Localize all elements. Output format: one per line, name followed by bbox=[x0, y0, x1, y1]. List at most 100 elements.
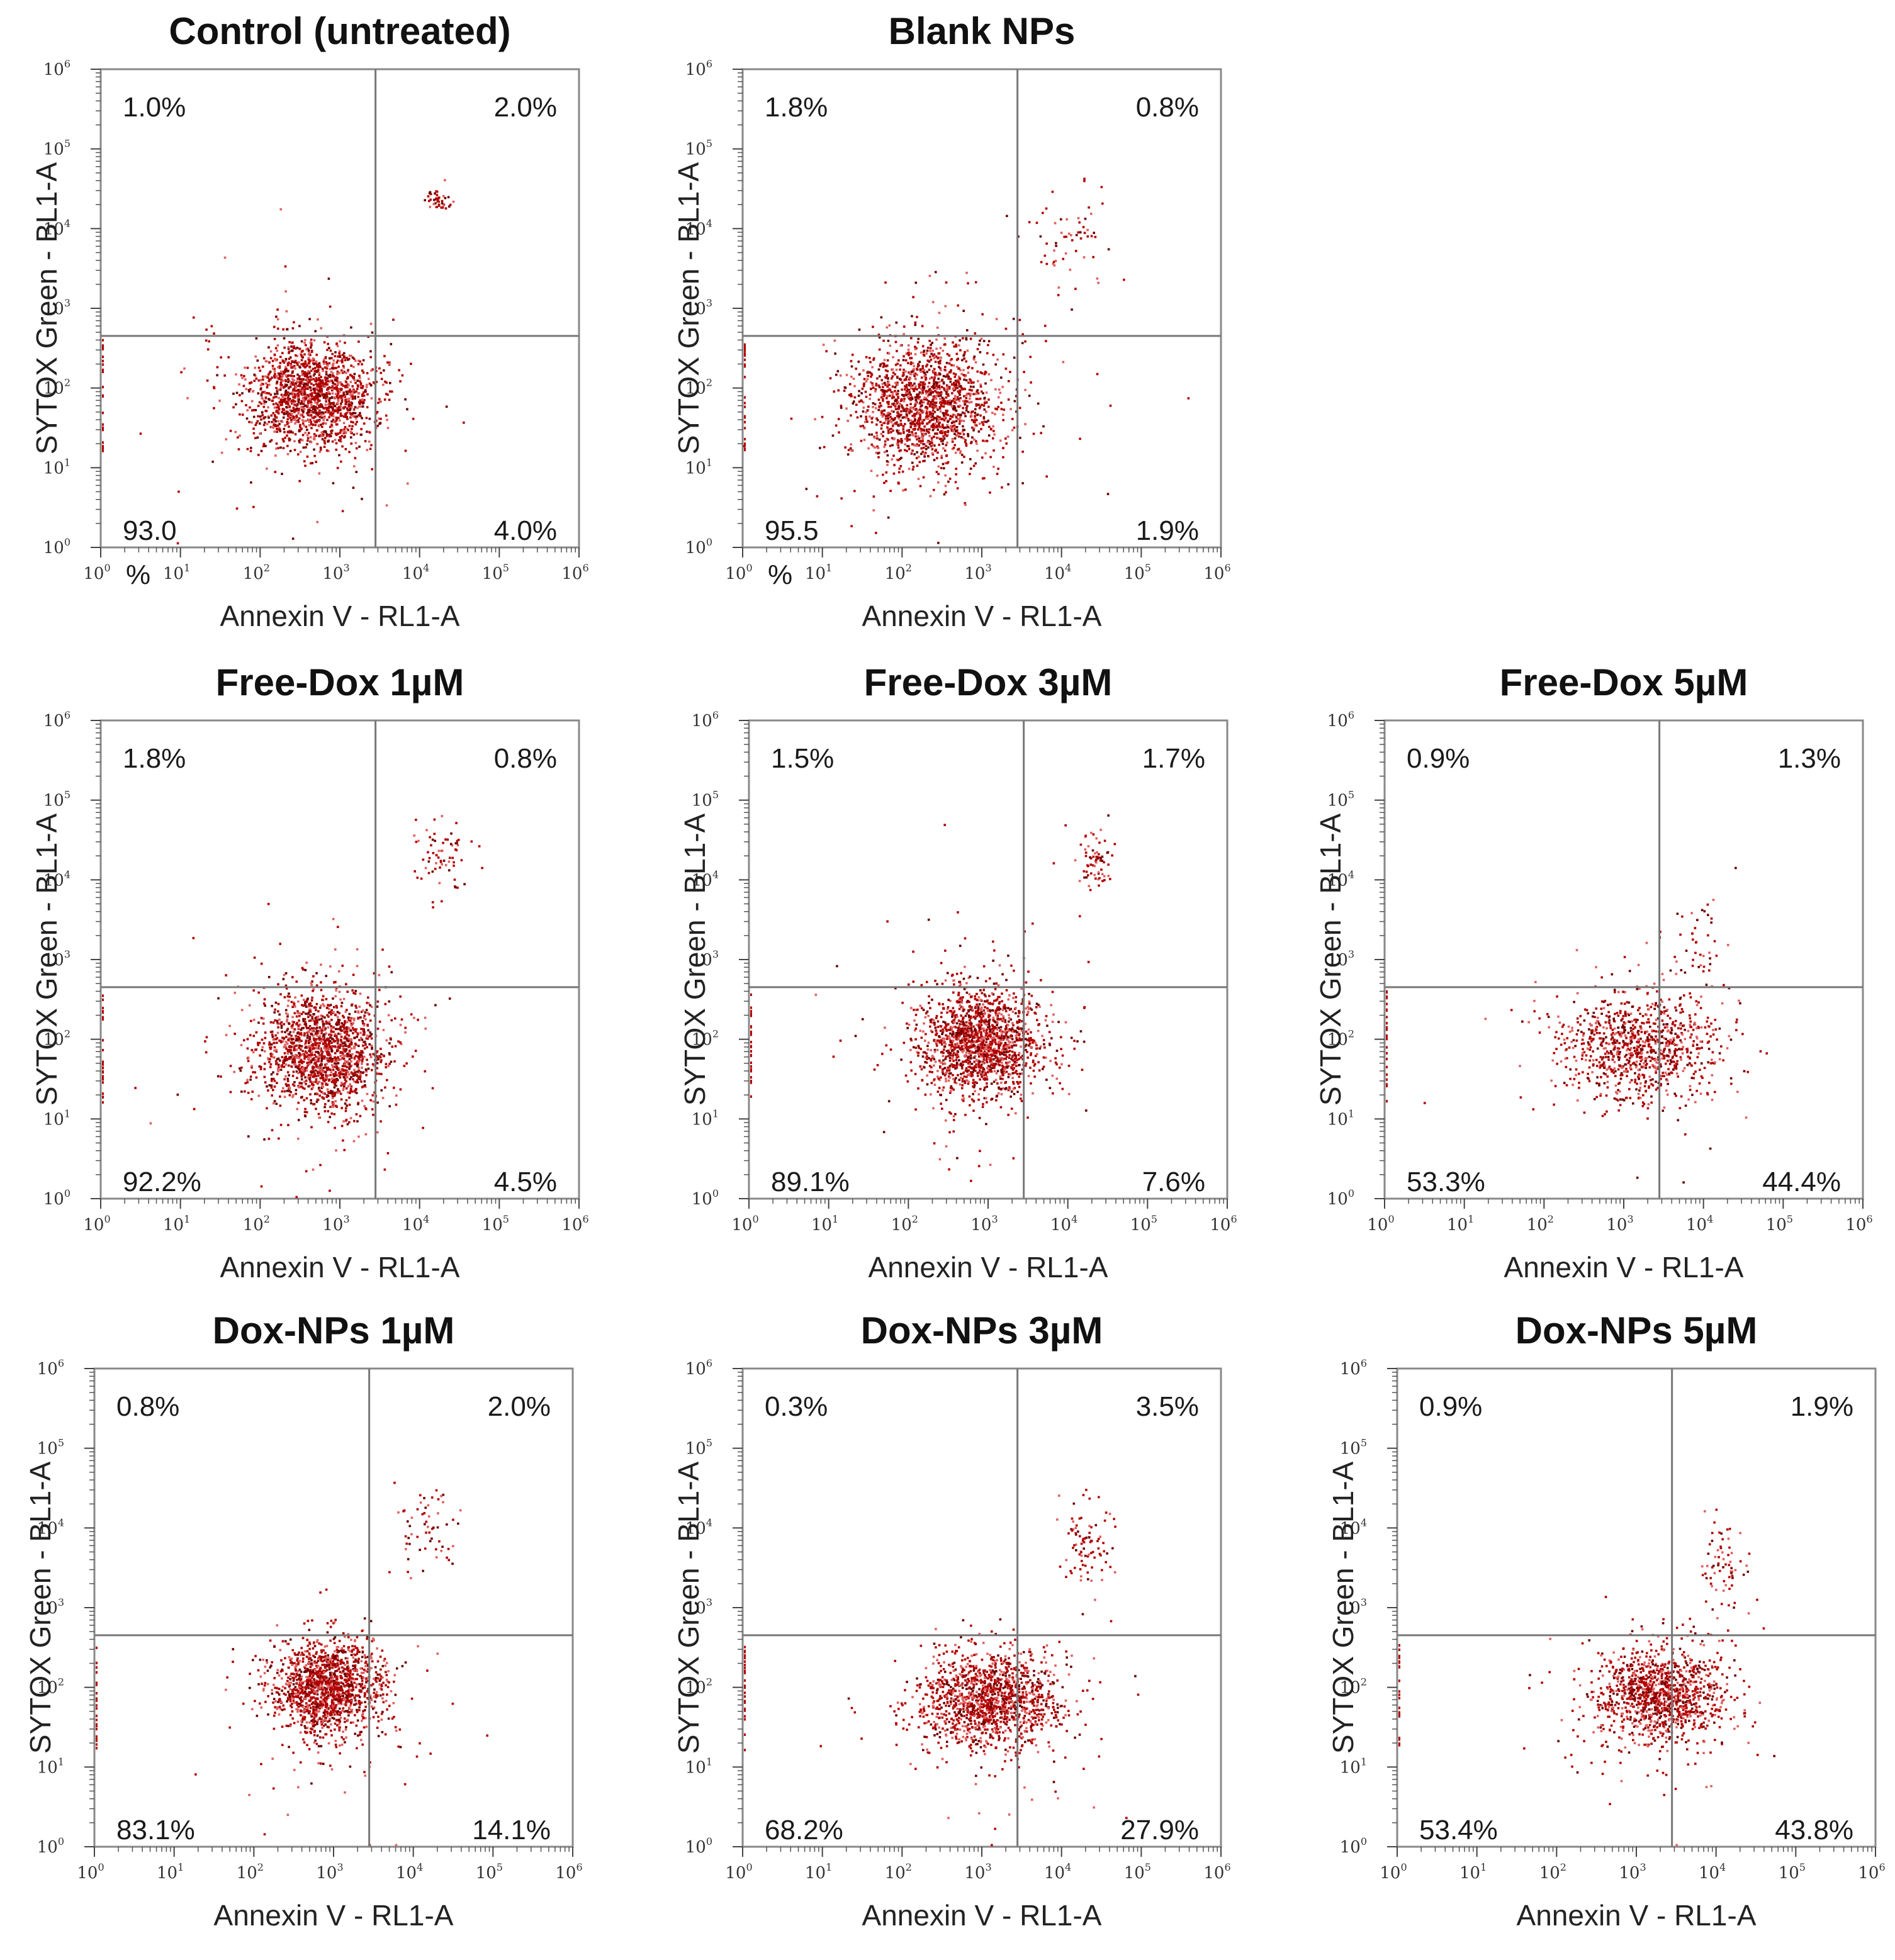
x-tick-label: 101 bbox=[163, 1213, 190, 1235]
event-dot bbox=[921, 392, 923, 395]
event-dot bbox=[366, 1092, 369, 1095]
edge-event-dot bbox=[744, 376, 746, 379]
y-tick-label: 102 bbox=[685, 377, 712, 398]
event-dot bbox=[914, 408, 917, 412]
event-dot bbox=[931, 452, 934, 455]
event-dot bbox=[310, 1047, 313, 1050]
event-dot bbox=[354, 397, 356, 400]
event-dot bbox=[359, 402, 361, 405]
event-dot bbox=[858, 328, 861, 331]
event-dot bbox=[970, 389, 973, 392]
event-dot bbox=[921, 437, 925, 440]
event-dot bbox=[934, 389, 936, 393]
event-dot bbox=[967, 366, 970, 369]
event-dot bbox=[958, 400, 961, 403]
event-dot bbox=[358, 374, 361, 378]
event-dot bbox=[973, 419, 976, 422]
event-dot bbox=[315, 369, 317, 372]
event-dot bbox=[324, 1071, 327, 1074]
event-dot bbox=[368, 440, 371, 443]
event-dot bbox=[945, 396, 948, 399]
event-dot bbox=[354, 992, 357, 995]
event-dot bbox=[943, 426, 946, 429]
event-dot bbox=[313, 1047, 316, 1050]
x-tick-base: 10 bbox=[83, 1216, 104, 1235]
event-dot bbox=[923, 375, 926, 378]
event-dot bbox=[909, 407, 912, 410]
event-dot bbox=[342, 430, 345, 434]
event-dot bbox=[325, 371, 328, 373]
event-dot bbox=[894, 405, 897, 408]
event-dot bbox=[884, 419, 887, 422]
event-dot bbox=[309, 418, 312, 422]
event-dot bbox=[354, 442, 357, 444]
event-dot bbox=[967, 411, 970, 413]
event-dot bbox=[943, 449, 947, 452]
event-dot bbox=[897, 432, 900, 435]
edge-event-dot bbox=[744, 347, 746, 350]
event-dot bbox=[289, 392, 292, 395]
event-dot bbox=[329, 1073, 332, 1077]
event-dot bbox=[1074, 288, 1077, 290]
event-dot bbox=[970, 442, 972, 444]
event-dot bbox=[310, 1044, 313, 1047]
event-dot bbox=[351, 1053, 354, 1056]
x-tick-exponent: 4 bbox=[423, 1213, 429, 1225]
event-dot bbox=[316, 403, 319, 406]
event-dot bbox=[366, 1063, 369, 1066]
event-dot bbox=[919, 409, 923, 412]
event-dot bbox=[933, 367, 936, 371]
event-dot bbox=[336, 1042, 339, 1044]
event-dot bbox=[882, 435, 884, 437]
event-dot bbox=[357, 1010, 359, 1013]
event-dot bbox=[922, 354, 925, 356]
event-dot bbox=[316, 1034, 318, 1037]
event-dot bbox=[348, 1067, 351, 1070]
plot-title: Blank NPs bbox=[889, 10, 1076, 52]
event-dot bbox=[1084, 217, 1087, 220]
event-dot bbox=[890, 377, 893, 380]
event-dot bbox=[925, 392, 928, 395]
event-dot bbox=[240, 1067, 243, 1069]
event-dot bbox=[953, 395, 957, 398]
event-dot bbox=[337, 1068, 340, 1072]
event-dot bbox=[957, 418, 959, 420]
event-dot bbox=[299, 438, 302, 441]
event-dot bbox=[344, 432, 347, 434]
event-dot bbox=[891, 444, 894, 447]
event-dot bbox=[291, 1023, 295, 1026]
event-dot bbox=[296, 392, 300, 395]
event-dot bbox=[839, 374, 842, 377]
event-dot bbox=[962, 369, 965, 372]
event-dot bbox=[310, 1070, 313, 1073]
event-dot bbox=[303, 382, 306, 385]
event-dot bbox=[298, 479, 301, 483]
event-dot bbox=[341, 1029, 344, 1032]
event-dot bbox=[296, 404, 298, 406]
event-dot bbox=[283, 428, 286, 430]
event-dot bbox=[220, 1075, 222, 1078]
event-dot bbox=[292, 396, 295, 399]
event-dot bbox=[372, 1114, 374, 1116]
event-dot bbox=[897, 471, 901, 474]
event-dot bbox=[300, 359, 303, 362]
event-dot bbox=[912, 408, 915, 410]
event-dot bbox=[354, 457, 357, 459]
event-dot bbox=[312, 1043, 315, 1046]
event-dot bbox=[357, 392, 361, 395]
event-dot bbox=[273, 1041, 276, 1044]
event-dot bbox=[342, 422, 346, 425]
event-dot bbox=[339, 1092, 342, 1095]
event-dot bbox=[293, 1084, 296, 1087]
event-dot bbox=[330, 1060, 334, 1062]
event-dot bbox=[979, 397, 982, 400]
event-dot bbox=[284, 383, 287, 386]
event-dot bbox=[308, 424, 311, 427]
event-dot bbox=[943, 368, 946, 371]
event-dot bbox=[291, 1083, 295, 1086]
event-dot bbox=[339, 340, 341, 343]
x-tick-exponent: 4 bbox=[1065, 562, 1071, 574]
event-dot bbox=[323, 1080, 326, 1083]
event-dot bbox=[895, 399, 897, 402]
event-dot bbox=[351, 425, 354, 428]
